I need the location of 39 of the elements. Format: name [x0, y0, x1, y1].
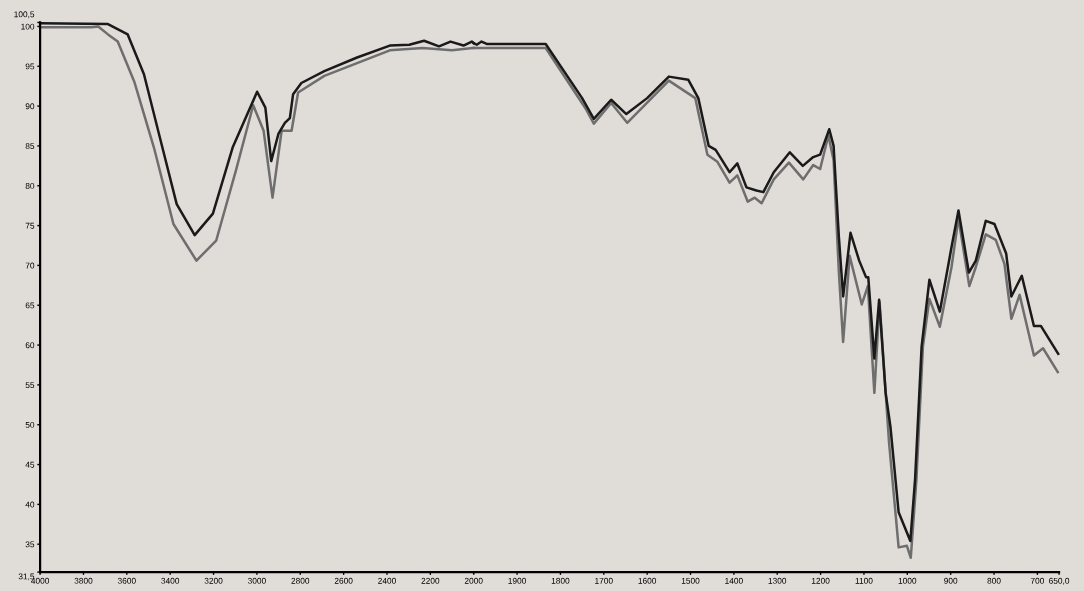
x-tick-label: 1700 — [595, 577, 613, 584]
y-tick-label: 40 — [25, 501, 35, 508]
y-tick-label: 95 — [25, 63, 35, 70]
x-tick-label: 2200 — [421, 577, 440, 584]
x-tick-label: 900 — [944, 577, 958, 584]
y-tick-label: 80 — [25, 182, 35, 189]
y-tick-label: 85 — [25, 143, 35, 150]
x-tick-label: 700 — [1030, 577, 1045, 584]
x-tick-label: 1100 — [855, 577, 873, 584]
x-tick-label: 1300 — [768, 577, 787, 584]
y-tick-label: 60 — [25, 342, 35, 349]
x-tick-label: 1400 — [725, 577, 743, 584]
y-tick-label: 65 — [25, 302, 35, 309]
x-tick-label: 650,0 — [1049, 577, 1070, 585]
y-tick-label: 45 — [25, 461, 35, 468]
x-tick-label: 1000 — [898, 577, 917, 584]
x-tick-label: 3000 — [247, 577, 266, 584]
x-tick-label: 3800 — [74, 577, 93, 584]
x-tick-label: 1600 — [638, 577, 657, 584]
x-tick-label: 1800 — [551, 577, 570, 584]
y-tick-label: 100,5 — [14, 11, 35, 19]
x-tick-label: 1500 — [681, 577, 700, 584]
y-tick-label: 100 — [21, 23, 35, 30]
x-tick-label: 2000 — [464, 577, 483, 584]
x-tick-label: 1200 — [811, 577, 830, 584]
x-tick-label: 800 — [987, 577, 1001, 584]
y-tick-label: 55 — [25, 382, 35, 388]
y-tick-label: 70 — [25, 262, 35, 269]
y-tick-label: 50 — [25, 421, 35, 428]
x-tick-label: 3400 — [161, 577, 180, 584]
x-tick-label: 2600 — [334, 577, 353, 584]
x-tick-label: 2400 — [378, 577, 396, 584]
x-tick-label: 3600 — [117, 577, 136, 584]
y-tick-label: 35 — [25, 541, 35, 548]
x-tick-label: 2800 — [291, 577, 310, 584]
y-tick-label: 90 — [25, 103, 35, 110]
y-tick-label: 75 — [25, 222, 35, 229]
x-tick-label: 1900 — [508, 577, 527, 584]
x-tick-label: 3200 — [204, 577, 223, 584]
